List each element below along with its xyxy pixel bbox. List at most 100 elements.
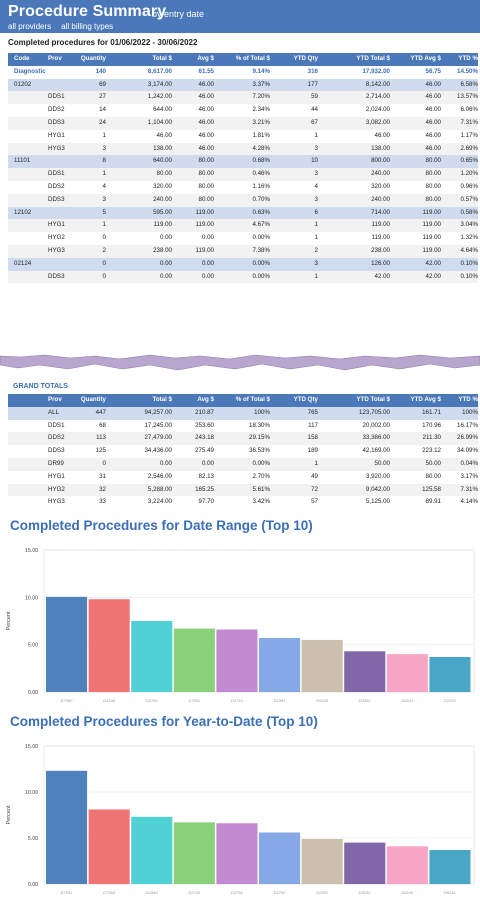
cell-total: 80.00 [156, 170, 172, 178]
bar[interactable] [131, 816, 173, 884]
gt-col-header-ytd-pct[interactable]: YTD % [458, 396, 478, 403]
col-header-code[interactable]: Code [14, 55, 30, 62]
cell-total: 5,288.00 [147, 485, 172, 493]
bar[interactable] [216, 629, 258, 692]
cell-ytd-pct: 7.31% [460, 485, 478, 493]
torn-edge-divider [0, 354, 480, 371]
category-row[interactable]: Diagnostic 140 8,617.00 61.55 9.14% 316 17,932… [8, 66, 478, 79]
table-row[interactable]: HYG3 3 138.00 46.00 4.28% 3 138.00 46.00 2.69% [8, 142, 478, 156]
bar[interactable] [173, 822, 215, 884]
table-row[interactable]: DDS2 4 320.00 80.00 1.16% 4 320.00 80.00 0.96% [8, 181, 478, 194]
table-row[interactable]: DDS3 0 0.00 0.00 0.00% 1 42.00 42.00 0.10% [8, 270, 478, 284]
cell-pct-total: 0.00% [252, 459, 270, 467]
chart-range-title: Completed Procedures for Date Range (Top… [10, 518, 313, 533]
grand-total-row[interactable]: HYG1 31 2,546.00 82.13 2.70% 49 3,920.00 80.00 3… [8, 471, 478, 484]
grand-total-row[interactable]: DDS1 68 17,245.00 253.60 18.30% 117 20,002.00 1… [8, 420, 478, 433]
col-header-avg[interactable]: Avg $ [197, 55, 214, 62]
cell-prov: DDS1 [48, 93, 65, 101]
table-row[interactable]: DDS3 24 1,104.00 46.00 3.21% 67 3,082.00 46.00 7… [8, 116, 478, 130]
cell-quantity: 0 [102, 272, 106, 280]
bar[interactable] [46, 596, 88, 692]
col-header-total[interactable]: Total $ [152, 55, 172, 62]
bar[interactable] [344, 842, 386, 884]
cell-total: 595.00 [153, 208, 172, 216]
table-row[interactable]: DDS2 14 644.00 46.00 2.34% 44 2,024.00 46.00 6.0… [8, 104, 478, 117]
cell-avg: 80.00 [198, 170, 214, 178]
bar[interactable] [429, 849, 471, 884]
bar[interactable] [386, 654, 428, 692]
procedure-group-row[interactable]: 11101 8 640.00 80.00 0.68% 10 800.00 80.00 0.65% [8, 155, 478, 169]
bar[interactable] [429, 656, 471, 692]
bar[interactable] [259, 832, 301, 884]
cell-ytd-total: 320.00 [371, 182, 390, 190]
cell-ytd-qty: 44 [311, 106, 318, 114]
bar[interactable] [301, 838, 343, 884]
grand-total-row[interactable]: HYG3 33 3,224.00 97.70 3.42% 57 5,125.00 89.91 4… [8, 496, 478, 509]
bar[interactable] [344, 651, 386, 692]
gt-col-header-ytd-qty[interactable]: YTD Qty [293, 396, 318, 403]
cell-avg: 80.00 [198, 157, 214, 165]
cell-avg: 0.00 [201, 259, 214, 267]
bar[interactable] [386, 846, 428, 884]
col-header-ytd-qty[interactable]: YTD Qty [293, 55, 318, 62]
cell-ytd-total: 3,082.00 [365, 118, 390, 126]
x-tick-label: D6241 [401, 698, 414, 703]
col-header-ytd-pct[interactable]: YTD % [458, 55, 478, 62]
col-header-quantity[interactable]: Quantity [80, 55, 106, 62]
cell-prov: DDS3 [48, 272, 65, 280]
table-row[interactable]: HYG3 2 238.00 119.00 7.38% 2 238.00 119.00 4.64% [8, 244, 478, 258]
gt-col-header-prov[interactable]: Prov [48, 396, 62, 403]
gt-col-header-total[interactable]: Total $ [152, 396, 172, 403]
cell-ytd-avg: 46.00 [425, 106, 441, 114]
cell-prov: DDS3 [48, 195, 65, 203]
cell-ytd-avg: 89.91 [425, 498, 441, 506]
gt-col-header-avg[interactable]: Avg $ [197, 396, 214, 403]
table-row[interactable]: DDS1 1 80.00 80.00 0.46% 3 240.00 80.00 1.20% [8, 168, 478, 181]
gt-col-header-quantity[interactable]: Quantity [80, 396, 106, 403]
table-row[interactable]: HYG1 1 119.00 119.00 4.67% 1 119.00 119.00 3.04% [8, 219, 478, 233]
cell-ytd-qty: 1 [314, 234, 318, 242]
bar[interactable] [88, 599, 130, 692]
gt-col-header-ytd-total[interactable]: YTD Total $ [356, 396, 390, 403]
cell-pct-total: 29.15% [249, 434, 270, 442]
col-header-pct-total[interactable]: % of Total $ [235, 55, 270, 62]
procedure-detail-table: Code Prov Quantity Total $ Avg $ % of To… [8, 53, 478, 284]
filter-providers[interactable]: all providers [8, 22, 52, 31]
gt-col-header-pct-total[interactable]: % of Total $ [235, 396, 270, 403]
bar[interactable] [131, 621, 173, 692]
col-header-ytd-avg[interactable]: YTD Avg $ [410, 55, 441, 62]
bar[interactable] [301, 639, 343, 692]
grand-total-row[interactable]: DDS3 125 34,436.00 275.49 36.53% 189 42,169.00… [8, 445, 478, 458]
gt-col-header-ytd-avg[interactable]: YTD Avg $ [410, 396, 441, 403]
cell-quantity: 0 [102, 234, 106, 242]
cell-avg: 61.55 [198, 67, 214, 75]
cell-ytd-total: 17,932.00 [362, 67, 390, 75]
cell-ytd-qty: 3 [314, 195, 318, 203]
col-header-prov[interactable]: Prov [48, 55, 62, 62]
procedure-group-row[interactable]: 02124 0 0.00 0.00 0.00% 3 126.00 42.00 0.10% [8, 257, 478, 271]
detail-rows: Diagnostic 140 8,617.00 61.55 9.14% 316 17,932… [8, 66, 478, 284]
table-row[interactable]: HYG1 1 46.00 46.00 1.81% 1 46.00 46.00 1.17% [8, 130, 478, 143]
cell-quantity: 1 [102, 221, 106, 229]
table-row[interactable]: HYG2 0 0.00 0.00 0.00% 1 119.00 119.00 1.32% [8, 232, 478, 245]
grand-total-all-row[interactable]: ALL 447 94,257.00 210.87 100% 765 123,705.00 16… [8, 406, 478, 420]
col-header-ytd-total[interactable]: YTD Total $ [356, 55, 390, 62]
bar[interactable] [173, 628, 215, 692]
table-row[interactable]: DDS1 27 1,242.00 46.00 7.20% 59 2,714.00 46.00 1… [8, 91, 478, 105]
cell-avg: 119.00 [195, 221, 214, 229]
cell-prov: HYG1 [48, 131, 65, 139]
table-row[interactable]: DDS3 3 240.00 80.00 0.70% 3 240.00 80.00 0.57% [8, 193, 478, 207]
bar[interactable] [216, 823, 258, 884]
bar[interactable] [88, 809, 130, 884]
grand-total-row[interactable]: HYG2 32 5,288.00 165.25 5.61% 72 9,042.00 125.5… [8, 483, 478, 497]
cell-quantity: 8 [102, 157, 106, 165]
bar[interactable] [46, 770, 88, 884]
procedure-group-row[interactable]: 12102 5 595.00 119.00 0.63% 6 714.00 119.00 0.58… [8, 206, 478, 220]
grand-total-row[interactable]: DR99 0 0.00 0.00 0.00% 1 50.00 50.00 0.04% [8, 457, 478, 471]
grand-total-row[interactable]: DDS2 113 27,479.00 243.18 29.15% 158 33,386.00… [8, 432, 478, 446]
bar[interactable] [259, 638, 301, 692]
procedure-group-row[interactable]: 01202 69 3,174.00 46.00 3.37% 177 8,142.00 46.0… [8, 78, 478, 92]
cell-pct-total: 100% [254, 408, 270, 416]
y-tick-label: 0.00 [28, 882, 38, 888]
filter-billing-types[interactable]: all billing types [61, 22, 114, 31]
